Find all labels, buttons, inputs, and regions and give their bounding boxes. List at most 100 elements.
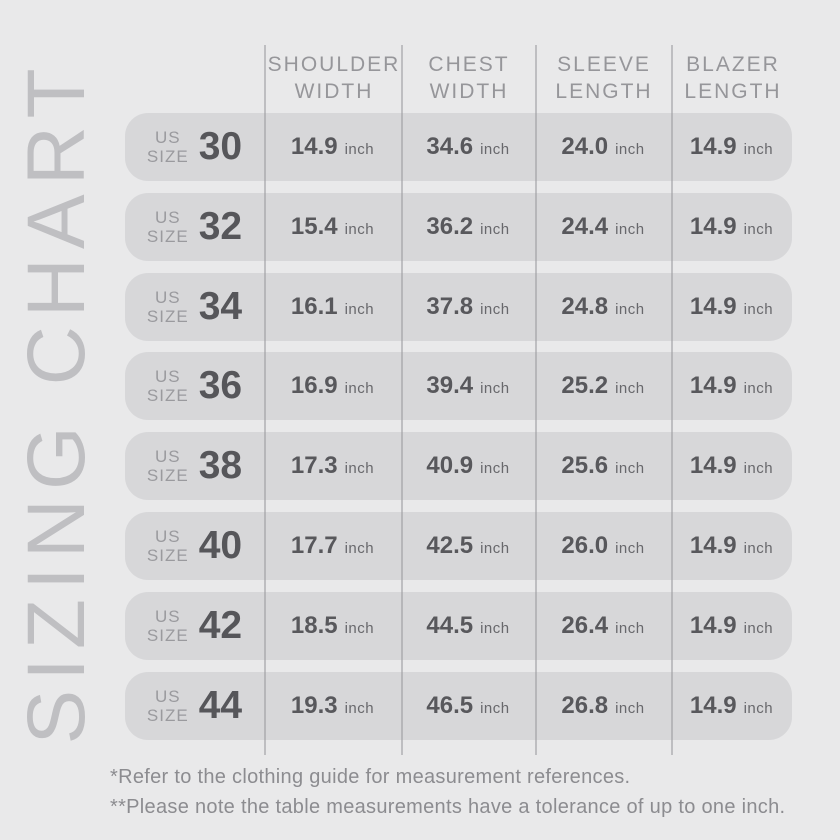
shoulder-width-cell: 17.7 inch: [264, 532, 401, 560]
size-cell: US SIZE 38: [125, 444, 264, 488]
blazer-length-cell: 14.9 inch: [671, 612, 792, 640]
unit-label: inch: [480, 699, 510, 717]
sleeve-length-cell: 26.8 inch: [535, 692, 671, 720]
footnotes: *Refer to the clothing guide for measure…: [110, 762, 785, 822]
unit-label: inch: [615, 141, 645, 158]
size-label: SIZE: [146, 306, 189, 326]
size-cell: US SIZE 40: [125, 524, 264, 568]
blazer-length-cell: 14.9 inch: [671, 372, 792, 400]
unit-label: inch: [480, 220, 510, 238]
column-divider: [535, 45, 537, 755]
footnote-measurement-reference: *Refer to the clothing guide for measure…: [110, 766, 631, 788]
blazer-length-value: 14.9: [689, 611, 737, 639]
chest-width-cell: 42.5 inch: [401, 532, 535, 560]
us-label: US: [154, 526, 181, 546]
blazer-length-cell: 14.9 inch: [671, 452, 792, 480]
us-label: US: [154, 606, 181, 626]
chest-width-cell: 37.8 inch: [401, 293, 535, 321]
blazer-length-value: 14.9: [689, 212, 737, 240]
shoulder-width-value: 14.9: [290, 133, 338, 160]
table-row: US SIZE 44 19.3 inch 46.5 inch 26.8 inch…: [125, 671, 792, 740]
blazer-length-cell: 14.9 inch: [671, 692, 792, 720]
shoulder-width-cell: 16.9 inch: [264, 372, 401, 400]
shoulder-width-value: 17.3: [290, 452, 338, 480]
unit-label: inch: [344, 699, 375, 717]
chest-width-cell: 39.4 inch: [401, 372, 535, 400]
chest-width-cell: 36.2 inch: [401, 213, 535, 241]
column-header-line1: SHOULDER: [267, 53, 401, 76]
size-table: US SIZE 30 14.9 inch 34.6 inch 24.0 inch…: [125, 113, 792, 740]
size-number: 40: [198, 523, 243, 567]
blazer-length-cell: 14.9 inch: [671, 293, 792, 321]
table-row: US SIZE 34 16.1 inch 37.8 inch 24.8 inch…: [125, 272, 792, 341]
size-label: SIZE: [146, 545, 189, 565]
chest-width-cell: 44.5 inch: [401, 612, 535, 640]
column-header-shoulder-width: SHOULDER WIDTH: [266, 51, 402, 105]
chest-width-value: 42.5: [426, 531, 474, 559]
unit-label: inch: [480, 619, 510, 637]
unit-label: inch: [743, 699, 774, 717]
unit-label: inch: [615, 539, 645, 557]
us-size-label: US SIZE: [147, 447, 189, 485]
footnote-tolerance: **Please note the table measurements hav…: [110, 796, 786, 818]
blazer-length-value: 14.9: [689, 372, 737, 400]
unit-label: inch: [480, 380, 510, 398]
unit-label: inch: [743, 141, 774, 158]
blazer-length-value: 14.9: [689, 133, 737, 160]
table-row: US SIZE 32 15.4 inch 36.2 inch 24.4 inch…: [125, 192, 792, 261]
chest-width-value: 44.5: [426, 611, 474, 639]
sleeve-length-value: 24.0: [561, 133, 609, 160]
unit-label: inch: [743, 300, 774, 318]
column-divider: [401, 45, 403, 755]
unit-label: inch: [480, 539, 510, 557]
size-number: 44: [198, 683, 243, 727]
chest-width-value: 36.2: [426, 212, 474, 240]
table-row: US SIZE 36 16.9 inch 39.4 inch 25.2 inch…: [125, 352, 792, 421]
column-header-chest-width: CHEST WIDTH: [402, 51, 536, 105]
column-header-line1: BLAZER: [686, 53, 780, 76]
size-number: 38: [198, 444, 243, 488]
sleeve-length-value: 26.4: [561, 611, 609, 639]
sleeve-length-cell: 26.0 inch: [535, 532, 671, 560]
unit-label: inch: [480, 300, 510, 318]
table-row: US SIZE 42 18.5 inch 44.5 inch 26.4 inch…: [125, 591, 792, 660]
size-number: 34: [198, 284, 243, 328]
size-label: SIZE: [146, 386, 189, 406]
shoulder-width-value: 18.5: [290, 611, 338, 639]
unit-label: inch: [344, 220, 375, 238]
size-label: SIZE: [146, 705, 189, 725]
us-label: US: [154, 128, 181, 147]
sleeve-length-value: 24.8: [561, 292, 609, 320]
shoulder-width-cell: 16.1 inch: [264, 293, 401, 321]
unit-label: inch: [344, 460, 375, 478]
unit-label: inch: [480, 141, 510, 158]
size-cell: US SIZE 42: [125, 604, 264, 648]
blazer-length-cell: 14.9 inch: [671, 133, 792, 161]
shoulder-width-value: 16.9: [290, 372, 338, 400]
unit-label: inch: [743, 619, 774, 637]
blazer-length-value: 14.9: [689, 452, 737, 480]
blazer-length-value: 14.9: [689, 531, 737, 559]
unit-label: inch: [743, 220, 774, 238]
page-title: SIZING CHART: [11, 59, 102, 745]
us-size-label: US SIZE: [147, 208, 189, 246]
unit-label: inch: [615, 460, 645, 478]
size-number: 42: [198, 603, 243, 647]
size-cell: US SIZE 36: [125, 364, 264, 408]
size-number: 32: [198, 204, 243, 248]
size-number: 30: [198, 125, 243, 168]
us-size-label: US SIZE: [147, 367, 189, 405]
size-label: SIZE: [146, 466, 189, 486]
column-header-line2: WIDTH: [429, 80, 509, 103]
unit-label: inch: [615, 699, 645, 717]
blazer-length-value: 14.9: [689, 691, 737, 719]
column-header-line2: LENGTH: [555, 80, 653, 103]
shoulder-width-value: 15.4: [290, 212, 338, 240]
column-header-sleeve-length: SLEEVE LENGTH: [536, 51, 672, 105]
column-header-line1: SLEEVE: [557, 53, 651, 76]
size-label: SIZE: [146, 147, 189, 166]
column-divider: [671, 45, 673, 755]
unit-label: inch: [344, 300, 375, 318]
us-label: US: [154, 686, 181, 706]
unit-label: inch: [344, 141, 375, 158]
